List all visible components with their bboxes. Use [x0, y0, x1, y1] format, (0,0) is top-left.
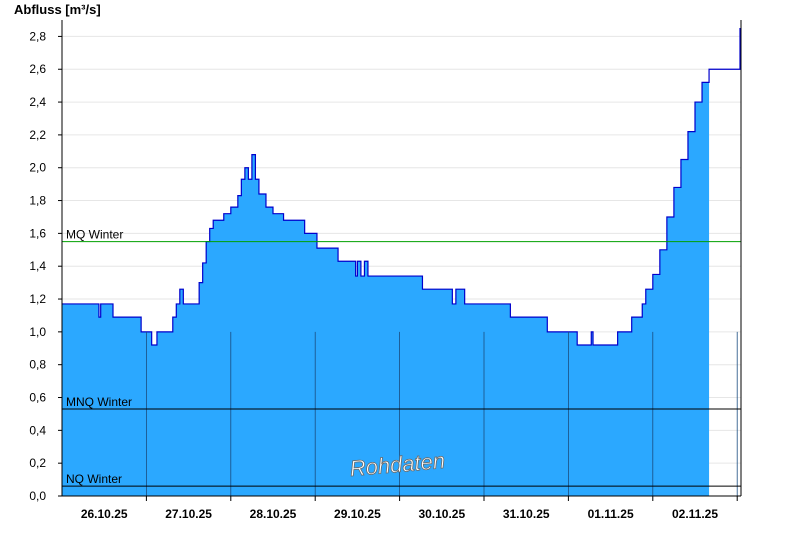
y-tick-label: 2,6 [29, 62, 46, 76]
reference-lines: MQ Winter MNQ Winter NQ Winter [62, 228, 741, 487]
reference-line-label: MQ Winter [66, 228, 123, 242]
y-tick-label: 1,0 [29, 325, 46, 339]
y-tick-label: 2,4 [29, 95, 46, 109]
x-tick-label: 26.10.25 [81, 507, 128, 521]
y-tick-label: 2,2 [29, 128, 46, 142]
reference-line-label: NQ Winter [66, 472, 122, 486]
x-tick-label: 02.11.25 [672, 507, 718, 521]
discharge-area [62, 69, 710, 496]
x-tick-label: 29.10.25 [334, 507, 381, 521]
y-tick-label: 0,8 [29, 358, 46, 372]
y-tick-label: 1,8 [29, 194, 46, 208]
day-divider-lines [145, 331, 738, 496]
x-tick-label: 30.10.25 [418, 507, 465, 521]
y-tick-label: 2,8 [29, 29, 46, 43]
y-tick-label: 1,4 [29, 259, 46, 273]
y-tick-label: 1,6 [29, 226, 46, 240]
y-tick-label: 1,2 [29, 292, 46, 306]
y-axis-title: Abfluss [m³/s] [14, 2, 101, 17]
x-tick-label: 28.10.25 [250, 507, 297, 521]
x-tick-label: 01.11.25 [588, 507, 634, 521]
y-tick-label: 0,0 [29, 489, 46, 503]
axes: 0,0 0,2 0,4 0,6 0,8 1,0 1,2 1,4 1,6 1,8 2,0 2,2 2,4 2… [29, 20, 742, 521]
discharge-line [62, 28, 741, 346]
x-tick-label: 27.10.25 [165, 507, 212, 521]
y-tick-label: 0,2 [29, 456, 46, 470]
plot-area [62, 28, 741, 496]
x-tick-label: 31.10.25 [503, 507, 550, 521]
y-tick-label: 0,4 [29, 423, 46, 437]
reference-line-label: MNQ Winter [66, 395, 132, 409]
y-tick-label: 0,6 [29, 391, 46, 405]
y-tick-label: 2,0 [29, 161, 46, 175]
